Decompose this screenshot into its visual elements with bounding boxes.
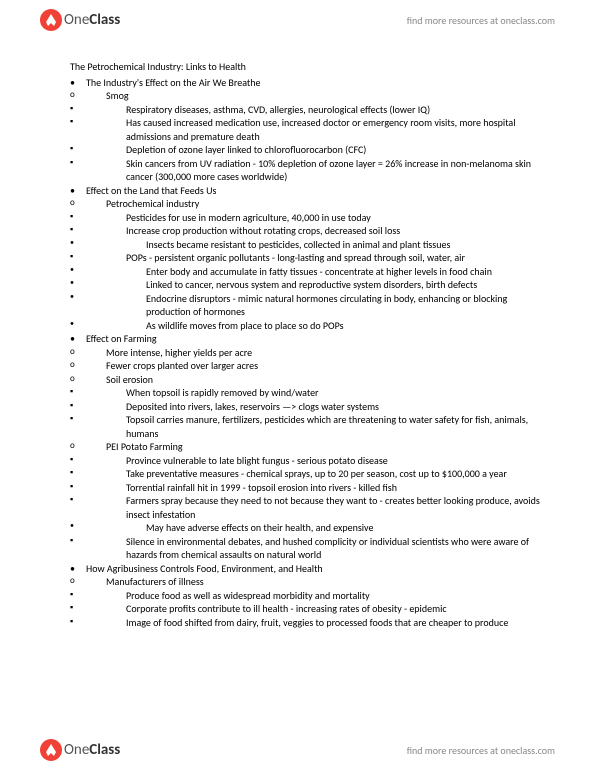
bullet-item: Farmers spray because they need to not b… xyxy=(70,494,545,521)
outline-root: The Industry's Effect on the Air We Brea… xyxy=(70,76,545,630)
header-link[interactable]: find more resources at oneclass.com xyxy=(407,14,555,27)
sub-bullet-item: Enter body and accumulate in fatty tissu… xyxy=(70,265,545,279)
subsection-heading: Fewer crops planted over larger acres xyxy=(70,359,545,373)
subsection-heading: PEI Potato Farming xyxy=(70,440,545,454)
page-footer: OneClass find more resources at oneclass… xyxy=(0,730,595,770)
sub-bullet-item: Insects became resistant to pesticides, … xyxy=(70,238,545,252)
document-title: The Petrochemical Industry: Links to Hea… xyxy=(70,60,545,74)
bullet-item: Torrential rainfall hit in 1999 - topsoi… xyxy=(70,481,545,495)
sub-bullet-item: May have adverse effects on their health… xyxy=(70,521,545,535)
bullet-item: Has caused increased medication use, inc… xyxy=(70,116,545,143)
sub-bullet-item: As wildlife moves from place to place so… xyxy=(70,319,545,333)
brand-logo-text: OneClass xyxy=(64,741,120,759)
bullet-item: Depletion of ozone layer linked to chlor… xyxy=(70,143,545,157)
bullet-item: Produce food as well as widespread morbi… xyxy=(70,589,545,603)
subsection-heading: Manufacturers of illness xyxy=(70,575,545,589)
bullet-item: Silence in environmental debates, and hu… xyxy=(70,535,545,562)
brand-logo-text: OneClass xyxy=(64,11,120,29)
sub-bullet-item: Endocrine disruptors - mimic natural hor… xyxy=(70,292,545,319)
bullet-item: Respiratory diseases, asthma, CVD, aller… xyxy=(70,103,545,117)
bullet-item: Increase crop production without rotatin… xyxy=(70,224,545,238)
subsection-heading: Smog xyxy=(70,89,545,103)
section-heading: How Agribusiness Controls Food, Environm… xyxy=(70,562,545,576)
bullet-item: When topsoil is rapidly removed by wind/… xyxy=(70,386,545,400)
bullet-item: Image of food shifted from dairy, fruit,… xyxy=(70,616,545,630)
subsection-heading: Petrochemical industry xyxy=(70,197,545,211)
page-header: OneClass find more resources at oneclass… xyxy=(0,0,595,40)
footer-link[interactable]: find more resources at oneclass.com xyxy=(407,744,555,757)
subsection-heading: More intense, higher yields per acre xyxy=(70,346,545,360)
bullet-item: Province vulnerable to late blight fungu… xyxy=(70,454,545,468)
brand-logo-footer: OneClass xyxy=(40,739,120,761)
section-heading: The Industry's Effect on the Air We Brea… xyxy=(70,76,545,90)
bullet-item: Corporate profits contribute to ill heal… xyxy=(70,602,545,616)
bullet-item: Topsoil carries manure, fertilizers, pes… xyxy=(70,413,545,440)
bullet-item: Pesticides for use in modern agriculture… xyxy=(70,211,545,225)
bullet-item: Skin cancers from UV radiation - 10% dep… xyxy=(70,157,545,184)
brand-logo-icon xyxy=(40,739,62,761)
bullet-item: Take preventative measures - chemical sp… xyxy=(70,467,545,481)
bullet-item: Deposited into rivers, lakes, reservoirs… xyxy=(70,400,545,414)
section-heading: Effect on the Land that Feeds Us xyxy=(70,184,545,198)
brand-logo: OneClass xyxy=(40,9,120,31)
document-body: The Petrochemical Industry: Links to Hea… xyxy=(70,60,545,720)
subsection-heading: Soil erosion xyxy=(70,373,545,387)
section-heading: Effect on Farming xyxy=(70,332,545,346)
sub-bullet-item: Linked to cancer, nervous system and rep… xyxy=(70,278,545,292)
bullet-item: POPs - persistent organic pollutants - l… xyxy=(70,251,545,265)
brand-logo-icon xyxy=(40,9,62,31)
